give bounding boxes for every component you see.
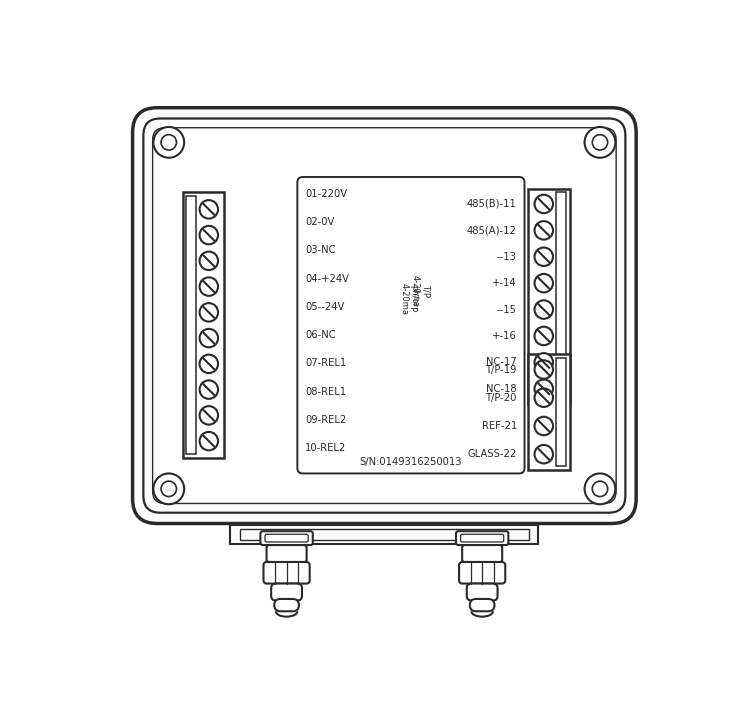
- Circle shape: [200, 406, 218, 424]
- Circle shape: [535, 300, 553, 319]
- Bar: [187, 196, 196, 454]
- Text: --13: --13: [497, 252, 517, 262]
- Text: T/P-19: T/P-19: [485, 364, 517, 374]
- Circle shape: [535, 379, 553, 398]
- Text: 06-NC: 06-NC: [305, 330, 336, 340]
- Circle shape: [584, 474, 615, 504]
- FancyBboxPatch shape: [470, 599, 494, 611]
- Text: +-16: +-16: [492, 331, 517, 341]
- Text: 02-0V: 02-0V: [305, 217, 334, 227]
- FancyBboxPatch shape: [266, 545, 307, 562]
- Text: T/P
4-20ma: T/P 4-20ma: [411, 275, 430, 307]
- FancyBboxPatch shape: [263, 562, 310, 584]
- Circle shape: [161, 135, 176, 150]
- Bar: [556, 358, 566, 466]
- Circle shape: [535, 326, 553, 345]
- Text: 03-NC: 03-NC: [305, 245, 335, 255]
- Bar: [528, 354, 570, 470]
- Text: 08-REL1: 08-REL1: [305, 386, 347, 397]
- Circle shape: [584, 127, 615, 158]
- Circle shape: [200, 329, 218, 348]
- FancyBboxPatch shape: [456, 531, 509, 545]
- Text: ph/orp
4-20ma: ph/orp 4-20ma: [399, 283, 418, 314]
- Circle shape: [535, 221, 553, 240]
- Bar: [230, 525, 538, 544]
- FancyBboxPatch shape: [265, 534, 308, 542]
- FancyBboxPatch shape: [459, 562, 506, 584]
- Text: 10-REL2: 10-REL2: [305, 443, 347, 453]
- FancyBboxPatch shape: [274, 599, 299, 611]
- Circle shape: [200, 277, 218, 296]
- Circle shape: [161, 481, 176, 496]
- Text: T/P-20: T/P-20: [485, 393, 517, 403]
- FancyBboxPatch shape: [152, 128, 616, 503]
- Bar: [239, 529, 530, 541]
- Circle shape: [535, 353, 553, 372]
- Text: 07-REL1: 07-REL1: [305, 358, 347, 368]
- Circle shape: [535, 247, 553, 266]
- Circle shape: [535, 274, 553, 293]
- FancyBboxPatch shape: [133, 108, 636, 524]
- Circle shape: [200, 226, 218, 245]
- FancyBboxPatch shape: [260, 531, 313, 545]
- Text: NC-18: NC-18: [486, 384, 517, 394]
- Text: REF-21: REF-21: [482, 421, 517, 431]
- Circle shape: [200, 381, 218, 399]
- Text: GLASS-22: GLASS-22: [467, 449, 517, 459]
- Circle shape: [535, 388, 553, 407]
- FancyBboxPatch shape: [272, 584, 302, 601]
- FancyBboxPatch shape: [297, 177, 524, 474]
- Circle shape: [535, 417, 553, 435]
- Circle shape: [153, 474, 184, 504]
- Text: 01-220V: 01-220V: [305, 189, 347, 199]
- Bar: [556, 192, 566, 400]
- FancyBboxPatch shape: [143, 118, 626, 513]
- Circle shape: [592, 481, 608, 496]
- Text: 485(A)-12: 485(A)-12: [467, 226, 517, 235]
- Circle shape: [153, 127, 184, 158]
- Circle shape: [200, 355, 218, 373]
- Text: +-14: +-14: [492, 278, 517, 288]
- Text: 09-REL2: 09-REL2: [305, 415, 347, 425]
- Bar: [528, 188, 570, 404]
- Bar: [183, 192, 224, 458]
- Circle shape: [535, 445, 553, 463]
- Circle shape: [200, 432, 218, 450]
- Text: S/N:0149316250013: S/N:0149316250013: [360, 457, 462, 467]
- Text: --15: --15: [496, 305, 517, 314]
- FancyBboxPatch shape: [466, 584, 497, 601]
- Text: 05--24V: 05--24V: [305, 302, 344, 312]
- Circle shape: [535, 360, 553, 379]
- Text: NC-17: NC-17: [486, 357, 517, 367]
- Circle shape: [200, 252, 218, 270]
- Text: 485(B)-11: 485(B)-11: [467, 199, 517, 209]
- Circle shape: [200, 303, 218, 321]
- FancyBboxPatch shape: [460, 534, 504, 542]
- Text: 04-+24V: 04-+24V: [305, 274, 349, 283]
- Circle shape: [200, 200, 218, 219]
- FancyBboxPatch shape: [462, 545, 503, 562]
- Circle shape: [592, 135, 608, 150]
- Circle shape: [535, 195, 553, 213]
